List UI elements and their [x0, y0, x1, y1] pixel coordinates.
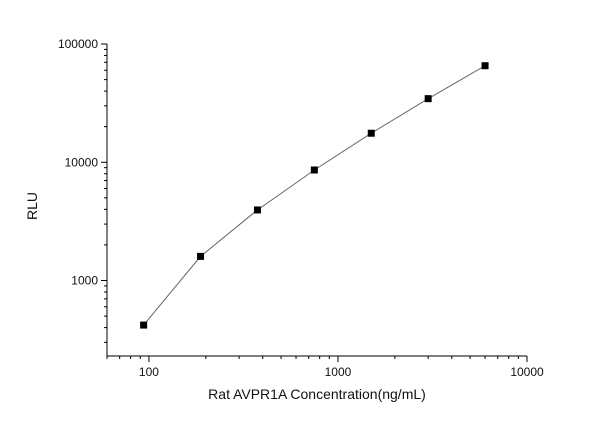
- x-axis-label: Rat AVPR1A Concentration(ng/mL): [208, 386, 426, 402]
- y-tick-label: 1000: [71, 274, 98, 288]
- ticks: 100 1000 10000 1000 10000 100000: [58, 37, 544, 379]
- y-tick-label: 100000: [58, 37, 98, 51]
- data-point: [197, 252, 205, 260]
- series-line: [143, 65, 486, 326]
- y-axis-label: RLU: [24, 192, 40, 220]
- data-point: [481, 62, 489, 70]
- data-point: [424, 95, 432, 103]
- x-tick-label: 1000: [325, 365, 352, 379]
- data-point: [140, 321, 148, 329]
- x-tick-label: 10000: [510, 365, 544, 379]
- data-point: [253, 206, 261, 214]
- data-point: [367, 129, 375, 137]
- data-point: [310, 166, 318, 174]
- x-tick-label: 100: [139, 365, 159, 379]
- y-tick-label: 10000: [65, 155, 99, 169]
- axes: [106, 44, 527, 357]
- plot-area: [140, 62, 489, 329]
